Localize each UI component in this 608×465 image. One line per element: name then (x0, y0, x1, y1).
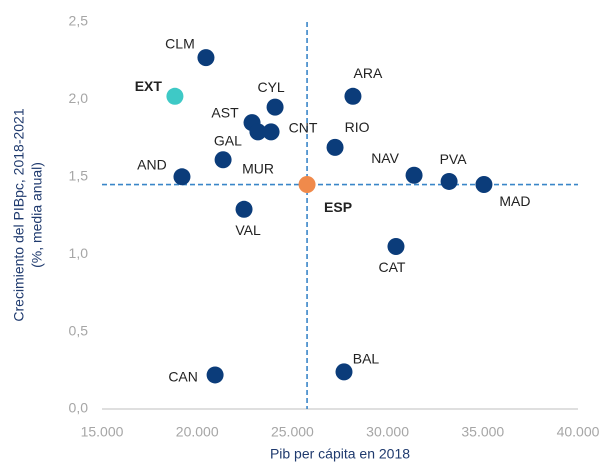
point-label: PVA (440, 151, 468, 167)
point (166, 87, 184, 105)
point (344, 87, 362, 105)
x-tick-label: 15.000 (81, 424, 124, 440)
point (440, 172, 458, 190)
point-label: EXT (135, 78, 163, 94)
point (405, 166, 423, 184)
point-label: CAN (168, 369, 198, 385)
x-tick-label: 35.000 (461, 424, 504, 440)
x-tick-label: 40.000 (557, 424, 600, 440)
point (214, 151, 232, 169)
point (249, 123, 267, 141)
point-label: RIO (345, 119, 370, 135)
x-tick-label: 30.000 (366, 424, 409, 440)
y-axis-title: Crecimiento del PIBpc, 2018-2021 (11, 108, 27, 321)
point-label: MUR (242, 160, 274, 176)
point (206, 366, 224, 384)
point (475, 176, 493, 194)
point-label: VAL (235, 222, 261, 238)
y-tick-label: 2,5 (69, 13, 89, 29)
point-label: GAL (214, 133, 242, 149)
point-label: AST (211, 104, 239, 120)
y-tick-label: 0,0 (69, 400, 89, 416)
y-tick-label: 0,5 (69, 322, 89, 338)
point-label: CAT (378, 259, 405, 275)
point-label: ARA (354, 65, 383, 81)
point-label: BAL (353, 351, 380, 367)
point (197, 49, 215, 67)
point (335, 363, 353, 381)
point-label: ESP (324, 199, 352, 215)
point (298, 176, 316, 194)
point-label: CYL (257, 79, 284, 95)
point (266, 98, 284, 116)
point (235, 200, 253, 218)
point (326, 138, 344, 156)
x-axis-title: Pib per cápita en 2018 (270, 446, 410, 462)
x-tick-label: 25.000 (271, 424, 314, 440)
point-label: AND (137, 157, 167, 173)
x-tick-label: 20.000 (176, 424, 219, 440)
y-axis-title: (%, media anual) (29, 162, 45, 268)
point (173, 168, 191, 186)
point-label: CLM (165, 35, 195, 51)
point-label: MAD (499, 193, 530, 209)
point-label: NAV (371, 150, 399, 166)
point-label: CNT (289, 120, 318, 136)
y-tick-label: 2,0 (69, 90, 89, 106)
y-tick-label: 1,0 (69, 245, 89, 261)
y-tick-label: 1,5 (69, 168, 89, 184)
point (387, 237, 405, 255)
point (262, 123, 280, 141)
